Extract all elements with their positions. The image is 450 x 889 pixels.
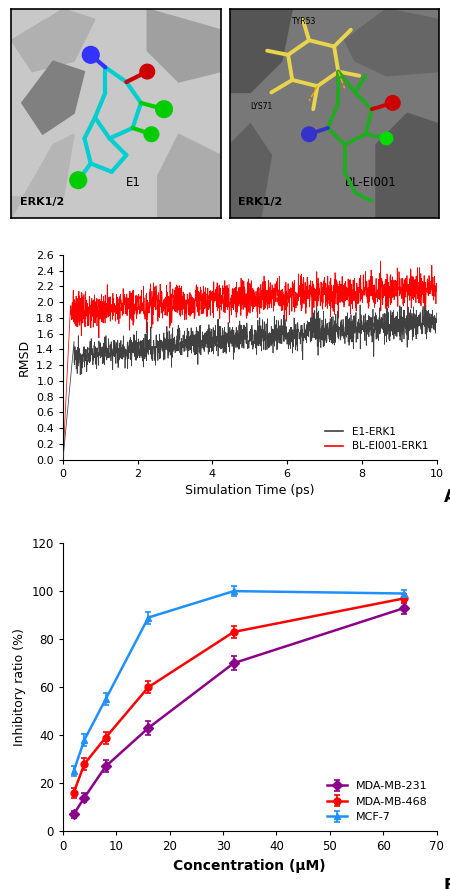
Circle shape — [380, 132, 393, 145]
Polygon shape — [22, 61, 85, 134]
E1-ERK1 — [242, 330, 248, 340]
Polygon shape — [376, 113, 439, 218]
E1-ERK1 — [232, 341, 238, 352]
Text: A: A — [444, 488, 450, 506]
Circle shape — [144, 127, 159, 141]
Circle shape — [385, 96, 400, 110]
BL-EI001-ERK1 — [242, 301, 248, 312]
Text: TYR53: TYR53 — [292, 17, 317, 26]
Y-axis label: Inhibitory ratio (%): Inhibitory ratio (%) — [13, 629, 26, 746]
Circle shape — [140, 64, 155, 79]
BL-EI001-ERK1 — [355, 294, 360, 305]
Text: ERK1/2: ERK1/2 — [238, 197, 282, 207]
BL-EI001-ERK1 — [423, 299, 428, 309]
BL-EI001-ERK1 — [79, 300, 85, 310]
E1-ERK1 — [355, 321, 360, 332]
X-axis label: Simulation Time (ps): Simulation Time (ps) — [185, 485, 315, 497]
Text: B: B — [444, 877, 450, 889]
Text: ERK1/2: ERK1/2 — [20, 197, 64, 207]
Circle shape — [156, 100, 172, 117]
BL-EI001-ERK1 — [232, 292, 238, 303]
Polygon shape — [230, 9, 292, 92]
Circle shape — [82, 46, 99, 63]
Circle shape — [302, 127, 316, 141]
E1-ERK1 — [423, 309, 428, 320]
Polygon shape — [230, 124, 271, 218]
Polygon shape — [147, 9, 220, 82]
BL-EI001-ERK1 — [378, 256, 383, 267]
Polygon shape — [158, 134, 220, 218]
Text: E1: E1 — [126, 175, 141, 188]
Text: BL-EI001: BL-EI001 — [345, 175, 396, 188]
Circle shape — [70, 172, 86, 188]
E1-ERK1 — [79, 363, 85, 373]
Text: LYS71: LYS71 — [250, 102, 273, 111]
Polygon shape — [345, 9, 439, 76]
Line: E1-ERK1: E1-ERK1 — [63, 305, 436, 460]
BL-EI001-ERK1 — [434, 286, 439, 297]
E1-ERK1 — [357, 300, 363, 310]
BL-EI001-ERK1 — [423, 306, 428, 316]
Line: BL-EI001-ERK1: BL-EI001-ERK1 — [63, 261, 436, 460]
BL-EI001-ERK1 — [60, 454, 66, 465]
X-axis label: Concentration (μM): Concentration (μM) — [173, 859, 326, 873]
E1-ERK1 — [60, 454, 66, 465]
E1-ERK1 — [423, 301, 428, 312]
Y-axis label: RMSD: RMSD — [18, 339, 31, 376]
Polygon shape — [11, 134, 74, 218]
E1-ERK1 — [434, 308, 439, 318]
Legend: E1-ERK1, BL-EI001-ERK1: E1-ERK1, BL-EI001-ERK1 — [322, 424, 431, 454]
Polygon shape — [11, 9, 95, 71]
Legend: MDA-MB-231, MDA-MB-468, MCF-7: MDA-MB-231, MDA-MB-468, MCF-7 — [324, 778, 431, 826]
